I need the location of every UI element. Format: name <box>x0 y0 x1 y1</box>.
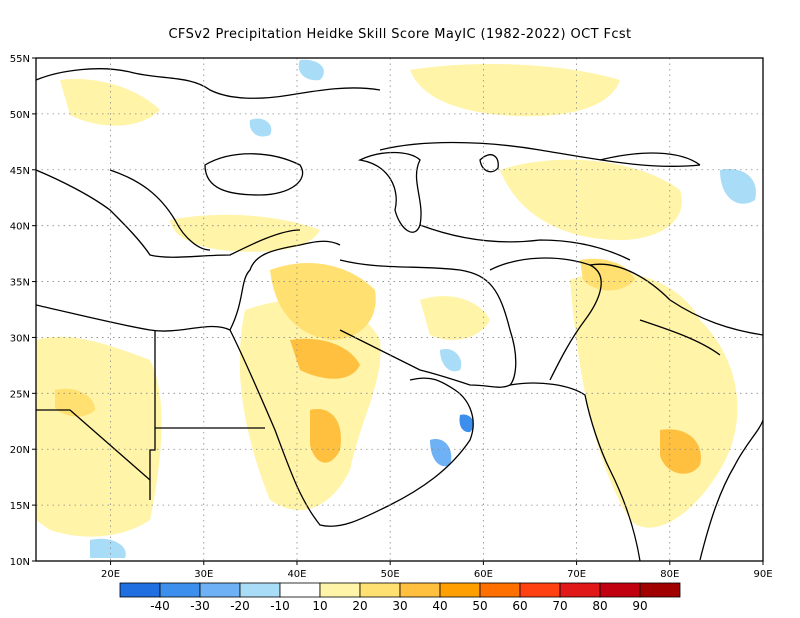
colorbar-label: 10 <box>312 599 327 613</box>
colorbar-label: 90 <box>632 599 647 613</box>
lat-tick-label: 35N <box>10 278 30 289</box>
aral <box>479 154 499 173</box>
shade-blue-5 <box>249 118 272 137</box>
shade-africa-west <box>36 336 162 537</box>
map-title: CFSv2 Precipitation Heidke Skill Score M… <box>168 27 632 42</box>
lon-tick-label: 90E <box>753 569 772 580</box>
lon-tick-label: 30E <box>194 569 213 580</box>
map-grid <box>36 58 763 561</box>
lat-tick-label: 40N <box>10 222 30 233</box>
colorbar-label: 40 <box>432 599 447 613</box>
colorbar-swatch <box>359 582 401 598</box>
shade-blue-6 <box>440 349 462 372</box>
lat-tick-label: 55N <box>10 54 30 65</box>
shade-central-asia <box>500 159 682 240</box>
colorbar-swatch <box>519 582 561 598</box>
lon-tick-label: 60E <box>474 569 493 580</box>
coastlines <box>36 68 763 561</box>
balkan <box>109 169 211 251</box>
colorbar-swatch <box>439 582 481 598</box>
india-east-coast <box>699 419 763 561</box>
colorbar-swatch <box>159 582 201 598</box>
africa-border-2 <box>36 409 151 481</box>
colorbar-label: 70 <box>552 599 567 613</box>
shade-blue-7 <box>459 414 474 433</box>
north-europe <box>36 68 381 99</box>
lat-tick-label: 25N <box>10 389 30 400</box>
lon-tick-label: 70E <box>567 569 586 580</box>
colorbar-label: 60 <box>512 599 527 613</box>
lon-tick-label: 40E <box>287 569 306 580</box>
colorbar-swatch <box>559 582 601 598</box>
caspian <box>357 151 422 233</box>
lat-tick-label: 20N <box>10 445 30 456</box>
shade-iran <box>420 296 490 340</box>
shade-central-arabia <box>290 338 360 379</box>
colorbar-label: -40 <box>150 599 170 613</box>
nepal-border <box>639 319 721 356</box>
kazakh-border <box>379 141 701 167</box>
lon-tick-label: 20E <box>101 569 120 580</box>
lat-tick-label: 10N <box>10 557 30 568</box>
europe-coast <box>36 169 301 258</box>
gulf-coast <box>339 329 511 388</box>
map-axes: 20E 30E 40E 50E 60E 70E 80E 90E 10N 15N 20N 25N 30N 3… <box>10 54 773 580</box>
lon-tick-label: 50E <box>381 569 400 580</box>
central-asia-border <box>419 224 631 261</box>
colorbar-swatch <box>239 582 281 598</box>
colorbar-label: 50 <box>472 599 487 613</box>
africa-border-1 <box>149 330 156 500</box>
mediterranean-coast <box>36 240 341 332</box>
shade-blue-3 <box>430 439 452 467</box>
colorbar: -40 -30 -20 -10 10 20 30 40 50 60 70 80 90 <box>119 582 681 613</box>
colorbar-label: 80 <box>592 599 607 613</box>
shade-blue-2 <box>720 169 756 204</box>
shade-mesopotamia <box>270 262 376 340</box>
colorbar-swatch <box>599 582 641 598</box>
colorbar-swatch <box>279 582 321 598</box>
colorbar-swatch <box>319 582 361 598</box>
colorbar-label: -30 <box>190 599 210 613</box>
lat-tick-label: 45N <box>10 166 30 177</box>
colorbar-swatch <box>399 582 441 598</box>
shade-north <box>410 64 620 117</box>
colorbar-swatch <box>199 582 241 598</box>
shade-blue-1 <box>298 59 324 81</box>
colorbar-label: -20 <box>230 599 250 613</box>
colorbar-label: 30 <box>392 599 407 613</box>
afghan-border <box>489 257 602 381</box>
lat-tick-label: 50N <box>10 110 30 121</box>
shade-turkey <box>170 214 320 252</box>
shade-blue-4 <box>90 538 126 558</box>
colorbar-swatch <box>639 582 681 598</box>
skill-field <box>36 59 756 558</box>
lon-tick-label: 80E <box>660 569 679 580</box>
shade-europe <box>60 79 160 126</box>
arabian-sea-coast <box>509 382 641 561</box>
lat-tick-label: 30N <box>10 333 30 344</box>
map-frame <box>35 57 764 562</box>
colorbar-label: 20 <box>352 599 367 613</box>
colorbar-swatch <box>119 582 161 598</box>
baikal <box>599 152 701 166</box>
iran-border <box>339 259 517 386</box>
colorbar-label: -10 <box>270 599 290 613</box>
shade-india <box>570 272 738 528</box>
shade-india-east <box>660 429 701 474</box>
black-sea <box>204 153 304 196</box>
red-sea-coast <box>229 329 474 527</box>
colorbar-swatch <box>479 582 521 598</box>
lat-tick-label: 15N <box>10 501 30 512</box>
